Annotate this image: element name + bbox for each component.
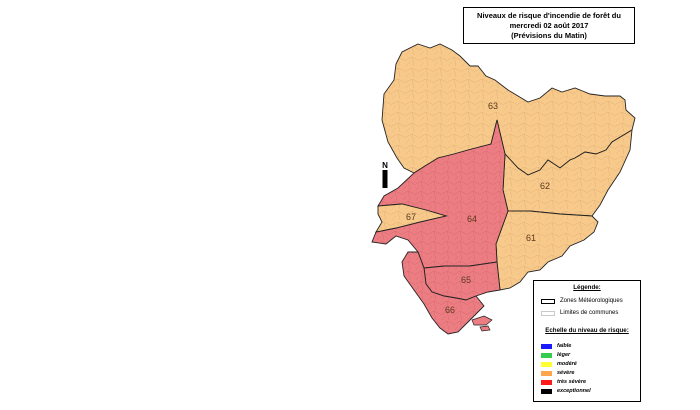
zone-65[interactable]	[423, 261, 501, 301]
level-label-exceptionnel: exceptionnel	[557, 388, 591, 394]
level-label-faible: faible	[557, 343, 572, 349]
legend-communes-row: Limites de communes	[541, 310, 618, 316]
zone-border-swatch	[541, 298, 555, 304]
legend-communes-label: Limites de communes	[560, 310, 619, 316]
legend-heading: Légende:	[573, 284, 601, 291]
zone-66-label: 66	[445, 305, 455, 315]
level-swatch-exceptionnel	[541, 388, 552, 394]
zone-63[interactable]	[381, 43, 636, 176]
level-label-leger: léger	[557, 352, 571, 358]
legend-zones-row: Zones Météorologiques	[541, 298, 623, 304]
map-title-line-1: Niveaux de risque d'incendie de forêt du	[477, 11, 621, 20]
level-swatch-leger	[541, 352, 552, 358]
islands	[471, 315, 493, 332]
zone-61-label: 61	[526, 233, 536, 243]
map-title-line-2: mercredi 02 août 2017	[509, 21, 589, 30]
legend-scale-heading: Echelle du niveau de risque:	[545, 327, 629, 334]
map-title-line-3: (Prévisions du Matin)	[511, 31, 587, 40]
legend: Légende: Zones Météorologiques Limites d…	[533, 280, 641, 402]
level-label-severe: sévère	[557, 370, 575, 376]
level-swatch-faible	[541, 343, 552, 349]
zone-62-label: 62	[540, 181, 550, 191]
legend-zones-label: Zones Météorologiques	[560, 298, 623, 304]
zone-67-label: 67	[406, 212, 416, 222]
zone-61[interactable]	[495, 210, 599, 291]
legend-level-row: très sévère	[541, 379, 586, 385]
zone-67[interactable]	[375, 203, 448, 233]
legend-level-row: faible	[541, 343, 571, 349]
legend-level-row: exceptionnel	[541, 388, 591, 394]
level-swatch-severe	[541, 370, 552, 376]
zone-65-label: 65	[461, 275, 471, 285]
zone-66[interactable]	[401, 251, 485, 335]
level-label-modere: modéré	[557, 361, 577, 367]
level-swatch-tres-severe	[541, 379, 552, 385]
north-arrow-icon: N	[382, 161, 388, 188]
legend-level-row: sévère	[541, 370, 574, 376]
legend-level-row: modéré	[541, 361, 577, 367]
commune-border-swatch	[541, 310, 555, 316]
north-label: N	[382, 161, 388, 170]
zone-63-label: 63	[488, 101, 498, 111]
level-label-tres-severe: très sévère	[557, 379, 587, 385]
legend-level-row: léger	[541, 352, 570, 358]
zone-64-label: 64	[467, 214, 477, 224]
map-title-box: Niveaux de risque d'incendie de forêt du…	[463, 7, 635, 44]
level-swatch-modere	[541, 361, 552, 367]
